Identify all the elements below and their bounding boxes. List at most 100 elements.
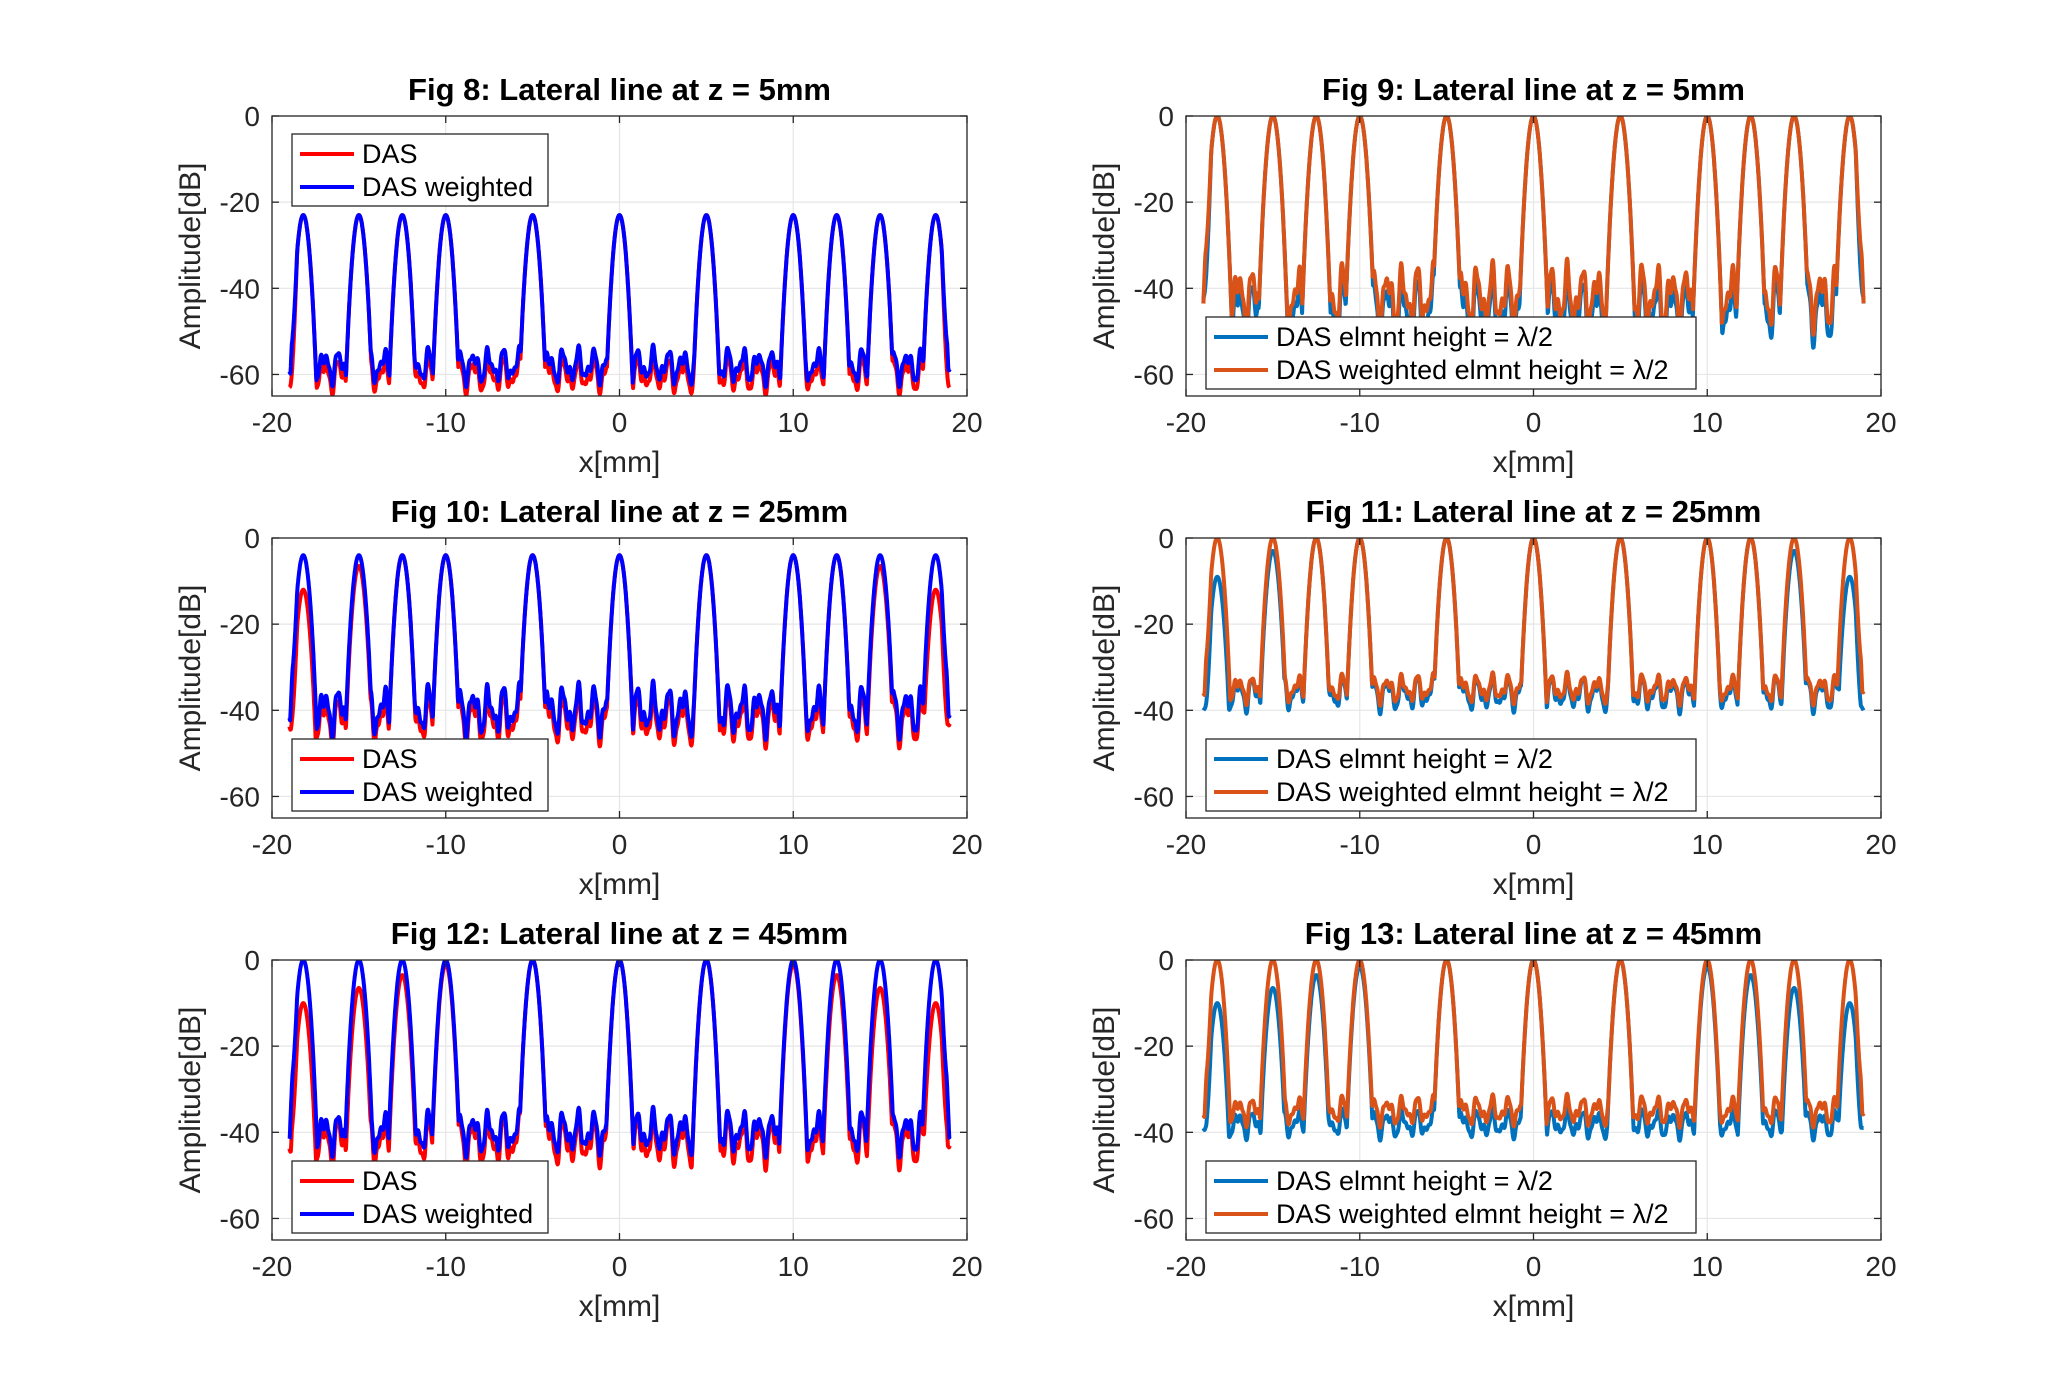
series-group	[287, 553, 952, 751]
chart-fig13: -20 -10 0 10 20 0 -20 -40 -60 Fig 13: Lateral lin…	[1088, 916, 1897, 1323]
legend-label-1: DAS	[362, 1166, 418, 1196]
chart-fig9: -20 -10 0 10 20 0 -20 -40 -60 Fig 9: Lateral line…	[1088, 72, 1897, 479]
chart-fig11: -20 -10 0 10 20 0 -20 -40 -60 Fig 11: Lateral lin…	[1088, 494, 1897, 901]
chart-fig10: -20 -10 0 10 20 0 -20 -40 -60 Fig 10: Lateral lin…	[174, 494, 983, 901]
chart-fig8: -20 -10 0 10 20 0 -20 -40 -60 Fig 8: Lateral line…	[174, 72, 983, 479]
x-tick-label: 10	[1692, 407, 1723, 438]
series-line-1	[287, 960, 952, 1173]
series-group	[287, 213, 952, 396]
x-tick-label: -10	[426, 407, 466, 438]
x-tick-label: -10	[1340, 829, 1380, 860]
x-axis-label: x[mm]	[579, 1290, 661, 1323]
chart-fig12: -20 -10 0 10 20 0 -20 -40 -60 Fig 12: Lateral lin…	[174, 916, 983, 1323]
x-tick-label: 0	[1526, 1251, 1542, 1282]
y-axis-label: Amplitude[dB]	[174, 163, 207, 350]
y-tick-label: -60	[220, 1203, 260, 1234]
x-tick-label: 10	[778, 829, 809, 860]
chart-title: Fig 10: Lateral line at z = 25mm	[391, 494, 848, 529]
y-tick-label: -40	[220, 695, 260, 726]
series-line-2	[287, 213, 952, 390]
chart-title: Fig 11: Lateral line at z = 25mm	[1306, 494, 1762, 529]
x-tick-label: 20	[1865, 1251, 1896, 1282]
series-line-2	[1201, 960, 1866, 1130]
x-tick-label: -20	[252, 1251, 292, 1282]
series-group	[1201, 116, 1866, 351]
legend-label-2: DAS weighted elmnt height = λ/2	[1276, 1199, 1668, 1229]
x-tick-label: -20	[252, 829, 292, 860]
x-tick-label: 20	[1865, 829, 1896, 860]
y-axis-label: Amplitude[dB]	[1088, 1007, 1121, 1194]
x-tick-label: -10	[426, 1251, 466, 1282]
x-tick-label: 0	[1526, 407, 1542, 438]
series-line-2	[287, 553, 952, 743]
x-tick-label: 10	[1692, 1251, 1723, 1282]
x-tick-label: -20	[1166, 407, 1206, 438]
y-tick-label: 0	[1158, 101, 1174, 132]
x-tick-label: 0	[612, 1251, 628, 1282]
y-tick-label: -60	[1134, 359, 1174, 390]
y-tick-label: -40	[220, 1117, 260, 1148]
y-tick-label: -60	[1134, 1203, 1174, 1234]
x-axis-label: x[mm]	[1493, 868, 1575, 901]
y-tick-label: -20	[1134, 609, 1174, 640]
chart-title: Fig 9: Lateral line at z = 5mm	[1322, 72, 1745, 107]
series-group	[1201, 538, 1866, 717]
legend-box	[291, 738, 549, 812]
y-tick-label: -20	[220, 1031, 260, 1062]
y-tick-label: 0	[244, 945, 260, 976]
y-tick-label: -20	[220, 609, 260, 640]
chart-title: Fig 8: Lateral line at z = 5mm	[408, 72, 831, 107]
x-axis-label: x[mm]	[579, 868, 661, 901]
x-tick-label: -20	[1166, 1251, 1206, 1282]
y-tick-label: -20	[1134, 1031, 1174, 1062]
legend-box	[1205, 1160, 1697, 1234]
x-axis-label: x[mm]	[579, 446, 661, 479]
legend-box	[291, 133, 549, 207]
x-tick-label: 20	[951, 829, 982, 860]
x-tick-label: -20	[1166, 829, 1206, 860]
y-axis-label: Amplitude[dB]	[1088, 163, 1121, 350]
x-tick-label: 20	[951, 407, 982, 438]
series-line-1	[1201, 960, 1866, 1143]
x-tick-label: 10	[1692, 829, 1723, 860]
y-axis-label: Amplitude[dB]	[174, 1007, 207, 1194]
y-tick-label: -40	[1134, 695, 1174, 726]
legend-label-2: DAS weighted elmnt height = λ/2	[1276, 777, 1668, 807]
legend-label-2: DAS weighted	[362, 172, 533, 202]
x-tick-label: 10	[778, 407, 809, 438]
y-tick-label: -40	[1134, 1117, 1174, 1148]
legend-box	[291, 1160, 549, 1234]
legend-box	[1205, 738, 1697, 812]
y-axis-label: Amplitude[dB]	[1088, 585, 1121, 772]
legend-label-1: DAS elmnt height = λ/2	[1276, 1166, 1553, 1196]
legend-label-1: DAS elmnt height = λ/2	[1276, 322, 1553, 352]
series-group	[1201, 960, 1866, 1143]
legend-label-1: DAS	[362, 139, 418, 169]
x-axis-label: x[mm]	[1493, 446, 1575, 479]
y-tick-label: 0	[1158, 945, 1174, 976]
x-tick-label: -10	[1340, 1251, 1380, 1282]
series-group	[287, 960, 952, 1173]
chart-title: Fig 12: Lateral line at z = 45mm	[391, 916, 848, 951]
series-line-2	[1201, 116, 1866, 338]
chart-title: Fig 13: Lateral line at z = 45mm	[1305, 916, 1762, 951]
y-tick-label: 0	[1158, 523, 1174, 554]
y-tick-label: 0	[244, 523, 260, 554]
legend-label-2: DAS weighted	[362, 777, 533, 807]
y-tick-label: -20	[220, 187, 260, 218]
x-tick-label: 0	[612, 829, 628, 860]
legend-label-1: DAS	[362, 744, 418, 774]
x-tick-label: -10	[426, 829, 466, 860]
y-tick-label: -40	[1134, 273, 1174, 304]
x-tick-label: -10	[1340, 407, 1380, 438]
series-line-2	[1201, 538, 1866, 708]
y-tick-label: -60	[1134, 781, 1174, 812]
x-tick-label: 0	[1526, 829, 1542, 860]
legend-label-2: DAS weighted	[362, 1199, 533, 1229]
legend-label-2: DAS weighted elmnt height = λ/2	[1276, 355, 1668, 385]
